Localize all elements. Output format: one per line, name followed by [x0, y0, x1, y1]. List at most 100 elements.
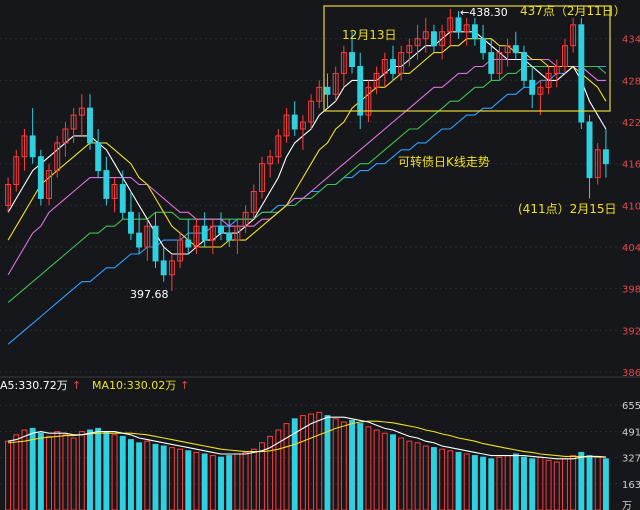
volume-bar	[373, 429, 380, 510]
candle-body	[537, 86, 544, 95]
candle-body	[177, 239, 184, 262]
candle-body	[29, 135, 36, 158]
candle-body	[136, 232, 143, 248]
candle-body	[430, 31, 437, 47]
candle-body	[578, 24, 585, 123]
candle-body	[21, 135, 28, 158]
volume-bar	[299, 415, 306, 510]
volume-bar	[127, 439, 134, 510]
candle-body	[283, 114, 290, 137]
volume-bar	[54, 431, 61, 510]
volume-bars	[5, 411, 609, 510]
volume-bar	[496, 456, 503, 510]
volume-bar	[349, 419, 355, 510]
candle-body	[234, 225, 241, 241]
candle-body	[226, 232, 233, 241]
volume-tick-label: 万	[622, 501, 632, 510]
candle-body	[218, 225, 224, 234]
volume-bar	[119, 435, 126, 510]
volume-bar	[578, 451, 585, 510]
high-price-label: ←438.30	[460, 6, 508, 19]
candle-body	[152, 225, 159, 262]
candle-body	[496, 52, 503, 74]
volume-axis-ticks: 655 491 327 163 万	[622, 401, 640, 510]
volume-ma10-line	[8, 420, 606, 458]
candle-body	[422, 31, 429, 40]
volume-bar	[21, 429, 28, 510]
volume-bar	[136, 442, 143, 510]
candle-body	[201, 225, 208, 241]
start-date-label: 12月13日	[342, 28, 397, 42]
candle-body	[529, 79, 536, 95]
price-axis-ticks: 434 428 422 416 410 404 398 392 386	[622, 35, 640, 379]
candle-body	[119, 184, 126, 213]
candle-body	[267, 156, 274, 165]
volume-bar	[283, 423, 290, 510]
candle-body	[488, 52, 495, 74]
candle-body	[95, 142, 102, 172]
volume-bar	[5, 440, 12, 510]
volume-bar	[103, 431, 110, 510]
volume-bar	[406, 440, 413, 510]
candle-body	[193, 225, 200, 248]
volume-bar	[471, 455, 478, 510]
candle-body	[332, 72, 339, 95]
candle-body	[259, 163, 265, 192]
volume-bar	[381, 432, 388, 510]
volume-bar	[390, 434, 396, 510]
candle-body	[13, 156, 20, 186]
candle-body	[406, 45, 413, 54]
candle-body	[209, 225, 216, 241]
candle-body	[570, 24, 577, 47]
volume-bar	[201, 453, 208, 510]
candle-body	[586, 121, 593, 179]
volume-bar	[422, 445, 429, 510]
candle-body	[308, 100, 315, 123]
price-tick-label: 386	[622, 368, 640, 379]
volume-bar	[455, 451, 462, 510]
volume-bar	[95, 427, 102, 510]
volume-bar	[185, 450, 192, 510]
price-tick-label: 404	[622, 243, 640, 254]
candle-body	[545, 72, 552, 88]
candle-body	[365, 86, 372, 116]
volume-bar	[512, 453, 519, 510]
volume-bar	[29, 427, 36, 510]
volume-tick-label: 163	[622, 480, 640, 491]
candle-body	[455, 17, 462, 33]
volume-ma10-legend: MA10:330.02万	[92, 379, 176, 392]
candle-body	[463, 24, 470, 33]
candle-body	[553, 65, 560, 74]
candle-body	[46, 170, 52, 199]
candle-body	[316, 86, 323, 102]
candle-body	[160, 260, 167, 276]
candle-body	[291, 114, 298, 130]
candle-body	[250, 190, 257, 213]
candle-body	[340, 52, 347, 74]
volume-bar	[488, 458, 495, 510]
volume-bar	[250, 448, 257, 510]
candle-body	[103, 170, 110, 199]
volume-ma-lines	[7, 416, 606, 460]
candle-body	[62, 128, 69, 144]
volume-bar	[275, 429, 282, 510]
volume-bar	[521, 456, 527, 510]
volume-bar	[70, 437, 77, 510]
volume-bar	[144, 440, 151, 510]
candle-body	[594, 149, 601, 179]
candle-body	[390, 59, 396, 74]
volume-bar	[78, 431, 85, 510]
candle-body	[562, 45, 568, 67]
volume-bar	[218, 456, 224, 510]
volume-tick-label: 327	[622, 454, 640, 465]
volume-bar	[529, 458, 536, 510]
volume-bar	[226, 455, 233, 510]
candle-body	[5, 184, 12, 206]
volume-bar	[430, 447, 437, 510]
volume-bar	[37, 432, 44, 510]
volume-ma5-line	[7, 416, 606, 460]
candle-body	[447, 17, 454, 33]
peak-label: 437点（2月11日）	[520, 4, 626, 18]
candle-body	[127, 211, 134, 234]
